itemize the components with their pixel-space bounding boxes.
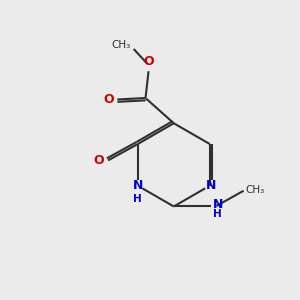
Text: O: O <box>104 93 114 106</box>
Text: N: N <box>213 198 224 211</box>
Text: H: H <box>134 194 142 204</box>
Text: O: O <box>94 154 104 167</box>
Text: O: O <box>143 55 154 68</box>
Text: CH₃: CH₃ <box>245 185 264 195</box>
Text: N: N <box>133 178 143 192</box>
Text: H: H <box>213 209 222 219</box>
Text: CH₃: CH₃ <box>111 40 131 50</box>
Text: N: N <box>206 178 216 192</box>
